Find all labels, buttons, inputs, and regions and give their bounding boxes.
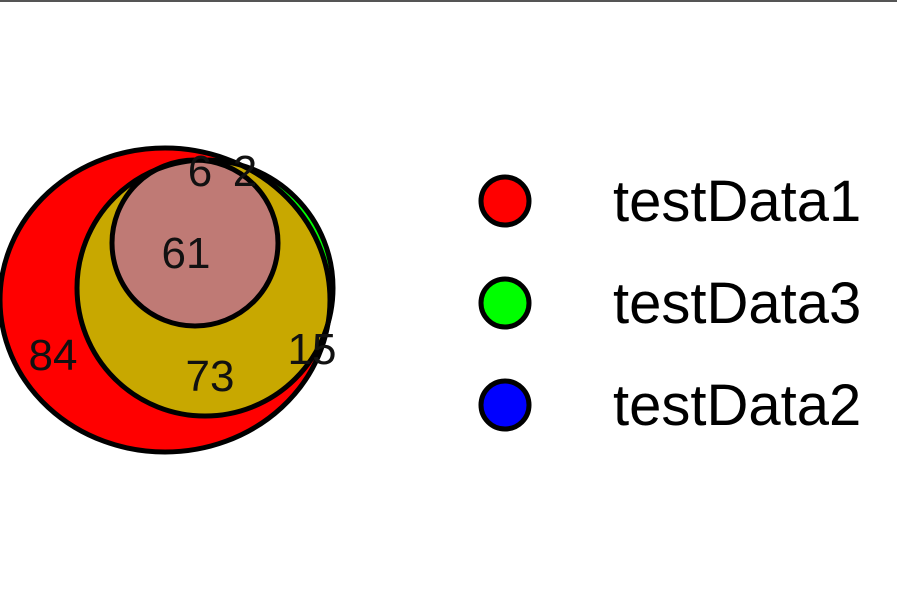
legend-item-testdata2: testData2 [478,373,861,438]
region-all-three [112,160,278,326]
outline-testdata2 [109,157,281,329]
legend-swatch-testdata3 [478,276,532,330]
legend-swatch-testdata2 [478,378,532,432]
legend-item-testdata1: testData1 [478,169,861,234]
legend: testData1 testData3 testData2 [478,169,861,438]
legend-item-testdata3: testData3 [478,271,861,336]
region-label-testdata1-testdata2: 6 [188,147,212,196]
region-label-testdata2-only: 2 [233,147,257,196]
legend-label-testdata3: testData3 [613,271,861,336]
region-label-testdata1-only: 84 [29,331,78,380]
legend-label-testdata2: testData2 [613,373,861,438]
top-border-line [0,0,897,2]
legend-label-testdata1: testData1 [613,169,861,234]
region-label-testdata3-only: 15 [288,325,337,374]
region-label-testdata1-testdata3: 73 [186,352,235,401]
legend-swatch-testdata1 [478,174,532,228]
region-label-all-three: 61 [162,229,211,278]
